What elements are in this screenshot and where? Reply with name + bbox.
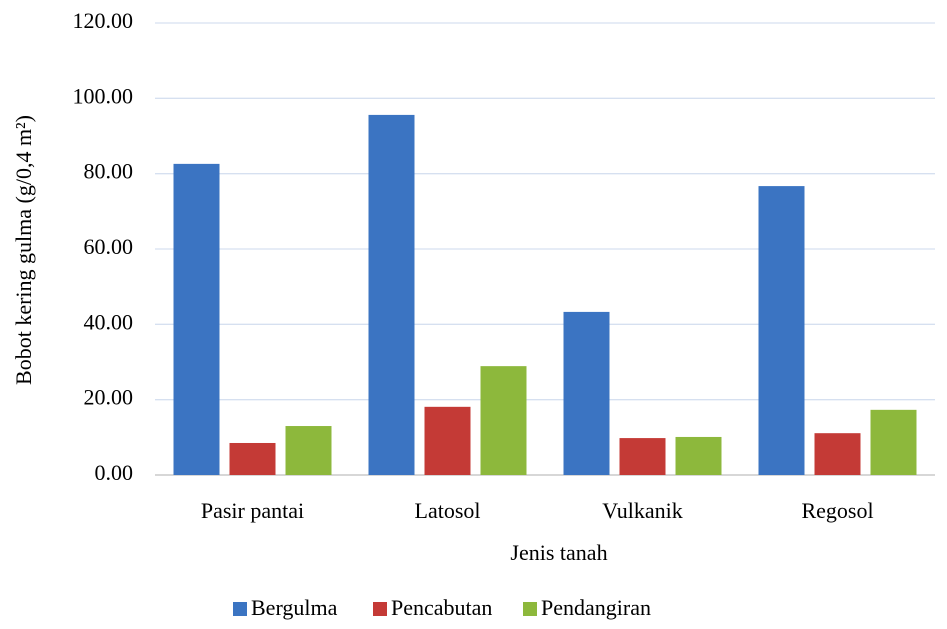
legend-label: Pencabutan [391,595,492,620]
y-tick-label: 120.00 [73,8,134,33]
x-tick-label: Vulkanik [602,498,683,523]
bar [814,433,861,475]
x-tick-label: Pasir pantai [201,498,304,523]
bar [173,163,220,475]
legend-swatch [233,602,247,616]
bar [619,438,666,475]
legend-swatch [523,602,537,616]
bar [758,186,805,475]
bar [563,311,610,475]
y-tick-label: 60.00 [84,234,134,259]
legend-label: Bergulma [251,595,338,620]
y-tick-label: 80.00 [84,159,134,184]
bar [675,436,722,475]
y-tick-label: 20.00 [84,385,134,410]
y-axis-title: Bobot kering gulma (g/0,4 m²) [11,115,36,385]
legend-label: Pendangiran [541,595,651,620]
bar [480,366,527,475]
y-tick-label: 100.00 [73,83,134,108]
bar [424,406,471,475]
y-tick-label: 40.00 [84,309,134,334]
bar [870,409,917,475]
bar [368,114,415,475]
x-axis-title: Jenis tanah [510,540,607,565]
x-tick-label: Latosol [415,498,481,523]
bar [285,426,332,475]
legend-swatch [373,602,387,616]
y-tick-label: 0.00 [95,460,134,485]
bar [229,442,276,475]
x-tick-label: Regosol [801,498,873,523]
